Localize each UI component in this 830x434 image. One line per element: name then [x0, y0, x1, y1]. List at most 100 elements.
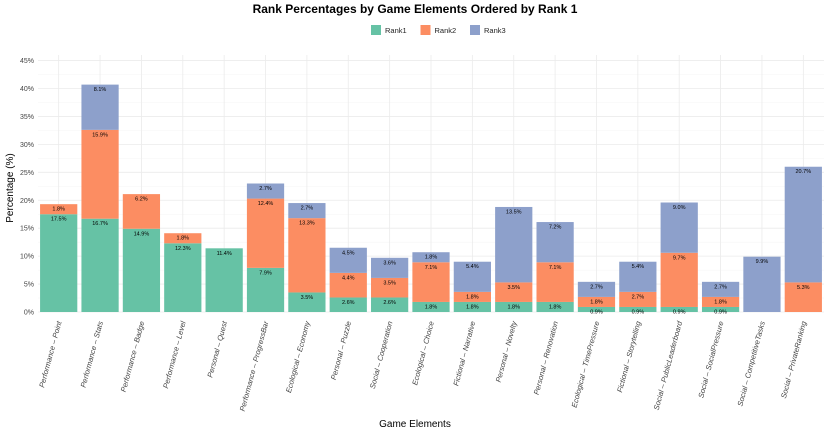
data-label: 3.5% — [507, 285, 520, 291]
bar-rank2 — [453, 291, 491, 302]
y-tick-label: 25% — [20, 170, 34, 177]
legend-swatch-rank2 — [420, 25, 431, 35]
data-label: 7.2% — [549, 225, 562, 231]
x-axis-title: Game Elements — [379, 419, 451, 430]
data-label: 1.8% — [590, 299, 603, 305]
x-tick-label: Personal – Renovation — [532, 320, 560, 396]
data-label: 0.9% — [590, 309, 603, 315]
bar-rank1 — [81, 218, 119, 312]
data-label: 13.3% — [299, 221, 315, 227]
bar-rank1 — [619, 306, 657, 312]
data-label: 1.8% — [425, 255, 438, 261]
bar-rank1 — [205, 248, 243, 312]
bar-rank1 — [246, 267, 285, 312]
data-label: 0.9% — [714, 309, 727, 315]
x-tick-label: Social – CompetitiveTasks — [735, 320, 766, 407]
legend: Rank1 Rank2 Rank3 — [371, 25, 506, 35]
bar-rank2 — [164, 233, 202, 244]
bar-rank1 — [371, 297, 409, 312]
data-label: 12.3% — [175, 246, 191, 252]
y-tick-label: 30% — [20, 142, 34, 149]
data-label: 8.1% — [94, 87, 107, 93]
bar-rank3 — [495, 206, 533, 283]
data-label: 5.3% — [797, 285, 810, 291]
legend-swatch-rank1 — [371, 25, 381, 35]
y-tick-label: 20% — [20, 198, 34, 205]
bar-rank2 — [412, 262, 450, 302]
y-tick-label: 15% — [20, 226, 34, 233]
data-label: 17.5% — [51, 217, 67, 223]
bar-rank1 — [164, 243, 202, 312]
y-tick-label: 45% — [20, 58, 34, 65]
data-label: 0.9% — [673, 309, 686, 315]
data-label: 1.8% — [714, 299, 727, 305]
bar-rank2 — [246, 198, 285, 268]
data-label: 16.7% — [92, 221, 108, 227]
data-label: 2.7% — [590, 284, 603, 290]
data-label: 9.0% — [673, 205, 686, 211]
bar-rank3 — [329, 247, 367, 273]
data-label: 11.4% — [217, 251, 232, 257]
x-tick-label: Performance – Point — [37, 319, 64, 388]
bar-rank3 — [288, 203, 326, 219]
x-tick-label: Social – Cooperation — [368, 320, 395, 390]
data-label: 3.5% — [301, 295, 314, 301]
bar-rank2 — [784, 282, 822, 312]
data-label: 5.4% — [466, 264, 479, 270]
x-tick-label: Ecological – TimePressure — [570, 320, 602, 408]
data-label: 2.7% — [259, 186, 272, 192]
x-tick-label: Social – SocialPressure — [696, 320, 725, 399]
data-label: 2.7% — [301, 206, 314, 212]
bar-rank1 — [536, 301, 574, 312]
data-label: 13.5% — [506, 209, 522, 215]
bar-rank3 — [453, 261, 491, 292]
x-tick-label: Performance – Badge — [119, 320, 147, 393]
bar-rank3 — [371, 257, 409, 278]
data-label: 1.8% — [425, 304, 438, 310]
x-tick-label: Fictional – Narrative — [451, 320, 477, 387]
data-label: 4.4% — [342, 275, 355, 281]
bar-rank2 — [536, 262, 574, 302]
data-label: 9.7% — [673, 255, 686, 261]
data-label: 5.4% — [632, 264, 645, 270]
data-label: 1.8% — [177, 236, 190, 242]
data-label: 20.7% — [796, 169, 812, 175]
bar-rank1 — [40, 214, 78, 312]
data-label: 7.1% — [425, 265, 438, 271]
bar-rank3 — [412, 252, 450, 263]
bar-rank3 — [619, 261, 657, 292]
bar-rank1 — [495, 301, 533, 312]
data-label: 1.8% — [466, 294, 479, 300]
x-tick-label: Personal – Puzzle — [329, 320, 353, 381]
bars — [40, 84, 822, 312]
bar-rank2 — [371, 277, 409, 298]
bar-rank1 — [329, 297, 367, 312]
bar-rank3 — [701, 281, 740, 297]
y-tick-label: 10% — [20, 254, 34, 261]
x-tick-label: Performance – Level — [161, 320, 188, 389]
bar-rank3 — [577, 281, 616, 297]
y-tick-label: 5% — [24, 282, 34, 289]
x-tick-label: Ecological – Choice — [410, 320, 436, 386]
data-label: 15.9% — [92, 132, 108, 138]
data-label: 3.6% — [383, 260, 396, 266]
legend-label-rank3: Rank3 — [484, 26, 506, 35]
bar-rank3 — [784, 166, 822, 283]
bar-rank2 — [288, 218, 326, 293]
y-tick-label: 0% — [24, 310, 34, 317]
bar-rank2 — [701, 296, 740, 307]
legend-label-rank1: Rank1 — [385, 26, 407, 35]
bar-rank2 — [577, 296, 616, 307]
y-axis-title: Percentage (%) — [5, 153, 16, 222]
bar-rank2 — [495, 282, 533, 302]
bar-rank3 — [81, 84, 119, 130]
x-tick-label: Performance – Stats — [79, 320, 105, 389]
bar-rank3 — [536, 222, 574, 263]
bar-rank2 — [619, 291, 657, 307]
y-tick-label: 40% — [20, 86, 34, 93]
bar-rank2 — [40, 204, 78, 215]
x-tick-label: Performance – ProgressBar — [238, 320, 271, 413]
data-labels: 17.5% 1.8% 16.7% 15.9% 8.1% 14.9% 6.2% 12.3% 1.8… — [51, 87, 811, 315]
bar-rank1 — [288, 292, 326, 312]
bar-rank1 — [412, 301, 450, 312]
